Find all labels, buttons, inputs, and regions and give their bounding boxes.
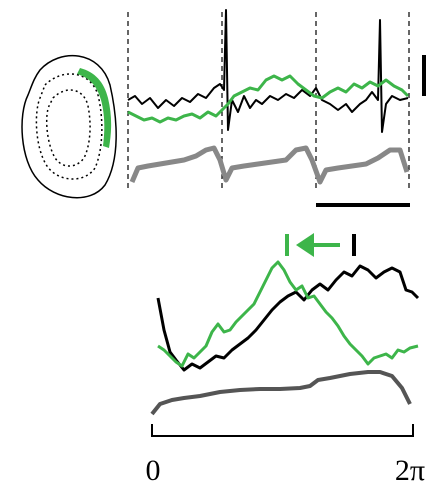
phase-markers — [127, 12, 410, 192]
axis-start-label: 0 — [146, 454, 161, 487]
bottom-traces — [150, 260, 420, 416]
top-traces — [127, 9, 410, 185]
cell-diagram — [21, 54, 117, 199]
shift-arrow — [285, 233, 356, 257]
axis-end-label: 2π — [395, 454, 425, 487]
phase-axis — [151, 424, 414, 437]
